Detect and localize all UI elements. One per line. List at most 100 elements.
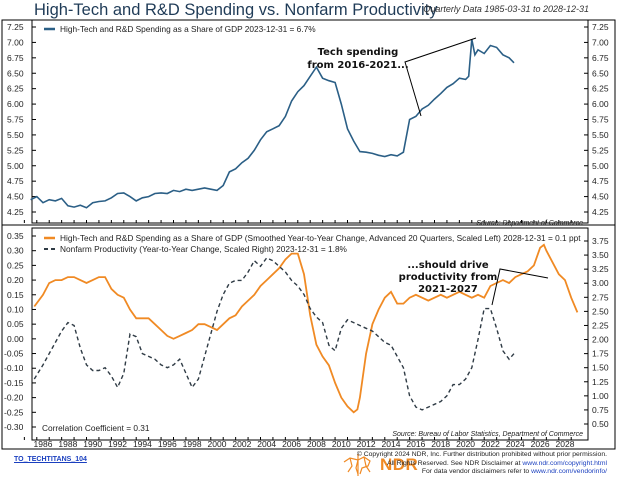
bottom-left-tick-label: 0.35 <box>7 231 24 241</box>
x-tick-label: 2000 <box>208 439 227 449</box>
copyright-link[interactable]: www.ndr.com/copyright.html <box>522 459 607 467</box>
copyright-line-2: All Rights Reserved. See NDR Disclaimer … <box>387 459 607 467</box>
top-right-tick-label: 5.25 <box>592 145 609 155</box>
copyright-line-3: For data vendor disclaimers refer to www… <box>421 468 607 475</box>
top-right-tick-label: 7.25 <box>592 22 609 32</box>
bottom-right-tick-label: 3.25 <box>592 264 609 274</box>
x-tick-label: 2020 <box>456 439 475 449</box>
x-tick-label: 1986 <box>34 439 53 449</box>
bottom-left-tick-label: 0.25 <box>7 260 24 270</box>
bottom-annotation-callout <box>491 268 549 306</box>
top-annotation-callout <box>404 37 477 117</box>
bottom-right-tick-label: 1.25 <box>592 377 609 387</box>
top-left-tick-label: 5.50 <box>7 130 24 140</box>
x-tick-label: 2014 <box>382 439 401 449</box>
top-legend-label: High-Tech and R&D Spending as a Share of… <box>60 24 316 34</box>
x-tick-label: 2022 <box>481 439 500 449</box>
bottom-left-tick-label: -0.25 <box>4 407 24 417</box>
bottom-annotation-line-3: 2021-2027 <box>418 284 478 295</box>
top-right-tick-label: 5.00 <box>592 161 609 171</box>
bottom-right-tick-label: 3.75 <box>592 236 609 246</box>
bottom-right-tick-label: 2.00 <box>592 335 609 345</box>
top-right-tick-label: 6.25 <box>592 84 609 94</box>
bottom-right-tick-label: 1.50 <box>592 363 609 373</box>
copyright-notice: © Copyright 2024 NDR, Inc. Further distr… <box>357 451 607 477</box>
ndr-logo: NDR <box>340 454 418 476</box>
top-right-tick-label: 6.50 <box>592 68 609 78</box>
bottom-left-tick-label: 0.15 <box>7 290 24 300</box>
bottom-source: Source: Bureau of Labor Statistics, Depa… <box>392 431 583 438</box>
bottom-left-tick-label: 0.20 <box>7 275 24 285</box>
x-tick-label: 1996 <box>158 439 177 449</box>
bottom-panel-frame <box>31 227 589 441</box>
top-right-tick-label: 6.00 <box>592 99 609 109</box>
top-left-tick-label: 5.25 <box>7 145 24 155</box>
ndr-brand-text: NDR <box>380 455 419 474</box>
top-left-tick-label: 7.25 <box>7 22 24 32</box>
bottom-right-tick-label: 2.50 <box>592 306 609 316</box>
chart-title: High-Tech and R&D Spending vs. Nonfarm P… <box>34 1 438 19</box>
bottom-annotation-line-2: productivity from <box>399 272 498 283</box>
x-tick-label: 2024 <box>506 439 525 449</box>
bottom-right-tick-label: 2.75 <box>592 292 609 302</box>
x-tick-label: 1994 <box>133 439 152 449</box>
top-left-tick-label: 6.50 <box>7 68 24 78</box>
bottom-right-tick-label: 0.75 <box>592 405 609 415</box>
top-right-tick-label: 4.25 <box>592 207 609 217</box>
bottom-annotation-line-1: ...should drive <box>407 260 489 271</box>
outer-frame <box>1 19 616 450</box>
top-right-tick-label: 6.75 <box>592 53 609 63</box>
x-tick-label: 1990 <box>83 439 102 449</box>
x-tick-label: 2018 <box>431 439 450 449</box>
correlation-coefficient: Correlation Coefficient = 0.31 <box>42 423 150 433</box>
bottom-left-tick-label: -0.15 <box>4 378 24 388</box>
bottom-right-tick-label: 1.75 <box>592 349 609 359</box>
top-panel-frame <box>31 19 589 224</box>
top-source: Source: Department of Commerce <box>476 220 583 227</box>
top-right-tick-label: 4.50 <box>592 192 609 202</box>
bottom-right-tick-label: 0.50 <box>592 419 609 429</box>
bottom-right-tick-label: 3.00 <box>592 278 609 288</box>
bottom-left-tick-label: 0.00 <box>7 334 24 344</box>
bottom-left-tick-label: -0.10 <box>4 363 24 373</box>
x-tick-label: 1998 <box>183 439 202 449</box>
bottom-right-tick-label: 1.00 <box>592 391 609 401</box>
top-right-tick-label: 4.75 <box>592 176 609 186</box>
top-right-tick-label: 5.75 <box>592 115 609 125</box>
x-tick-label: 2002 <box>232 439 251 449</box>
top-left-tick-label: 4.25 <box>7 207 24 217</box>
top-left-tick-label: 5.00 <box>7 161 24 171</box>
top-right-tick-label: 7.00 <box>592 37 609 47</box>
x-tick-label: 2012 <box>357 439 376 449</box>
copyright-line-1: © Copyright 2024 NDR, Inc. Further distr… <box>356 451 607 458</box>
bottom-right-tick-label: 2.25 <box>592 320 609 330</box>
series-line-productivity <box>33 257 515 411</box>
top-left-tick-label: 4.75 <box>7 176 24 186</box>
x-tick-label: 2008 <box>307 439 326 449</box>
top-right-tick-label: 5.50 <box>592 130 609 140</box>
vendorinfo-link[interactable]: www.ndr.com/vendorinfo/ <box>531 468 607 475</box>
chart-id-link[interactable]: TO_TECHTITANS_104 <box>14 456 87 463</box>
bottom-legend-label-smoothed: High-Tech and R&D Spending as a Share of… <box>60 233 581 243</box>
top-left-tick-label: 4.50 <box>7 192 24 202</box>
bottom-left-tick-label: -0.20 <box>4 393 24 403</box>
top-left-tick-label: 7.00 <box>7 37 24 47</box>
bottom-left-tick-label: 0.30 <box>7 246 24 256</box>
x-tick-label: 1992 <box>108 439 127 449</box>
bottom-left-tick-label: 0.10 <box>7 304 24 314</box>
top-left-tick-label: 6.75 <box>7 53 24 63</box>
x-tick-label: 2004 <box>257 439 276 449</box>
top-left-tick-label: 6.25 <box>7 84 24 94</box>
chart-subtitle: Quarterly Data 1985-03-31 to 2028-12-31 <box>423 4 589 14</box>
top-left-tick-label: 6.00 <box>7 99 24 109</box>
bottom-left-tick-label: -0.30 <box>4 422 24 432</box>
bottom-left-tick-label: 0.05 <box>7 319 24 329</box>
series-line-tech-spending <box>30 39 515 209</box>
x-tick-label: 2006 <box>282 439 301 449</box>
bottom-legend-label-productivity: Nonfarm Productivity (Year-to-Year Chang… <box>60 244 348 254</box>
bottom-right-tick-label: 3.50 <box>592 250 609 260</box>
x-tick-label: 2010 <box>332 439 351 449</box>
top-annotation-line-1: Tech spending <box>318 47 399 58</box>
bull-bear-icon <box>343 454 371 476</box>
